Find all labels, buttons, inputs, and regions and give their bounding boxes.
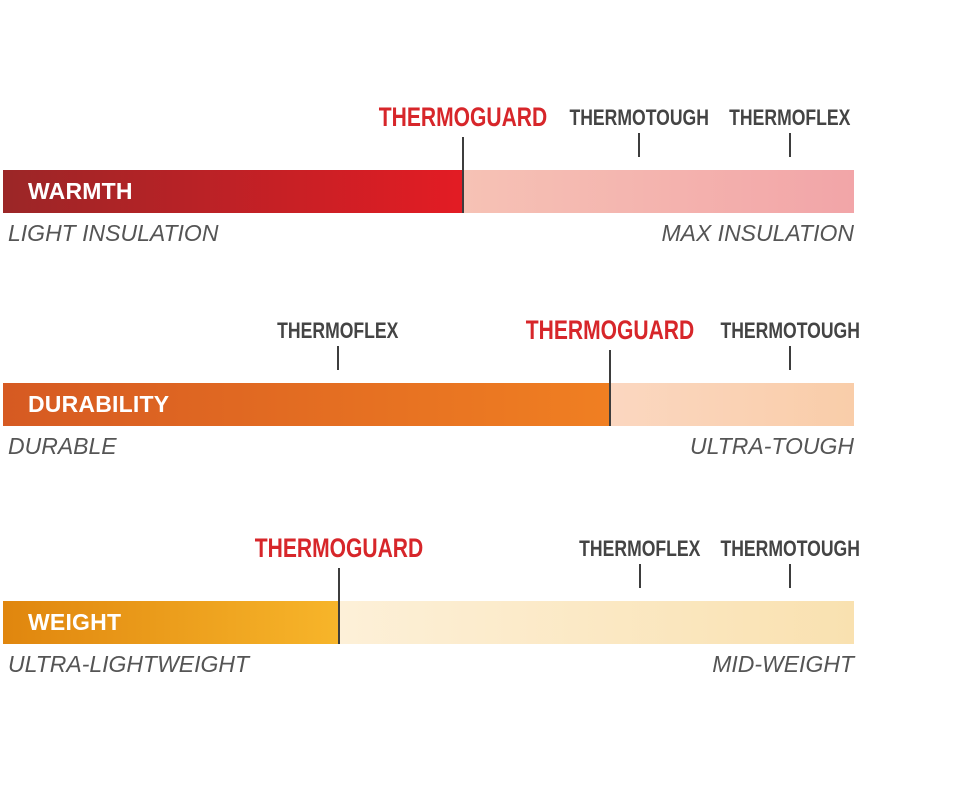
marker-name: THERMOTOUGH bbox=[569, 105, 709, 130]
marker-name: THERMOTOUGH bbox=[720, 536, 861, 561]
warmth-bar-fill bbox=[3, 170, 463, 213]
warmth-bar-remainder bbox=[462, 170, 854, 213]
marker-tick bbox=[789, 564, 792, 588]
weight-max-label: MID-WEIGHT bbox=[712, 651, 854, 677]
marker-name: THERMOGUARD bbox=[254, 533, 424, 563]
warmth-max-label: MAX INSULATION bbox=[661, 220, 854, 246]
marker-tick bbox=[638, 564, 641, 588]
durability-bar-remainder bbox=[609, 383, 854, 426]
weight-bar: WEIGHT bbox=[3, 601, 854, 644]
durability-label: DURABILITY bbox=[28, 391, 170, 417]
durability-bar-fill bbox=[3, 383, 610, 426]
durability-max-label: ULTRA-TOUGH bbox=[690, 433, 854, 459]
marker-tick bbox=[789, 346, 792, 370]
marker-tick bbox=[789, 133, 792, 157]
weight-min-label: ULTRA-LIGHTWEIGHT bbox=[8, 651, 250, 677]
marker-name: THERMOFLEX bbox=[729, 105, 851, 130]
marker-name: THERMOFLEX bbox=[578, 536, 700, 561]
marker-name: THERMOFLEX bbox=[277, 318, 399, 343]
weight-bar-remainder bbox=[339, 601, 854, 644]
marker-tick bbox=[461, 137, 464, 213]
durability-bar: DURABILITY bbox=[3, 383, 854, 426]
warmth-bar: WARMTH bbox=[3, 170, 854, 213]
weight-bar-fill bbox=[3, 601, 340, 644]
durability-min-label: DURABLE bbox=[8, 433, 117, 459]
marker-name: THERMOGUARD bbox=[378, 102, 547, 132]
marker-tick bbox=[338, 568, 341, 644]
marker-name: THERMOTOUGH bbox=[720, 318, 861, 343]
marker-name: THERMOGUARD bbox=[525, 315, 694, 345]
weight-label: WEIGHT bbox=[28, 609, 122, 635]
marker-tick bbox=[608, 350, 611, 426]
marker-tick bbox=[337, 346, 340, 370]
marker-tick bbox=[637, 133, 640, 157]
warmth-label: WARMTH bbox=[28, 178, 133, 204]
warmth-min-label: LIGHT INSULATION bbox=[8, 220, 219, 246]
